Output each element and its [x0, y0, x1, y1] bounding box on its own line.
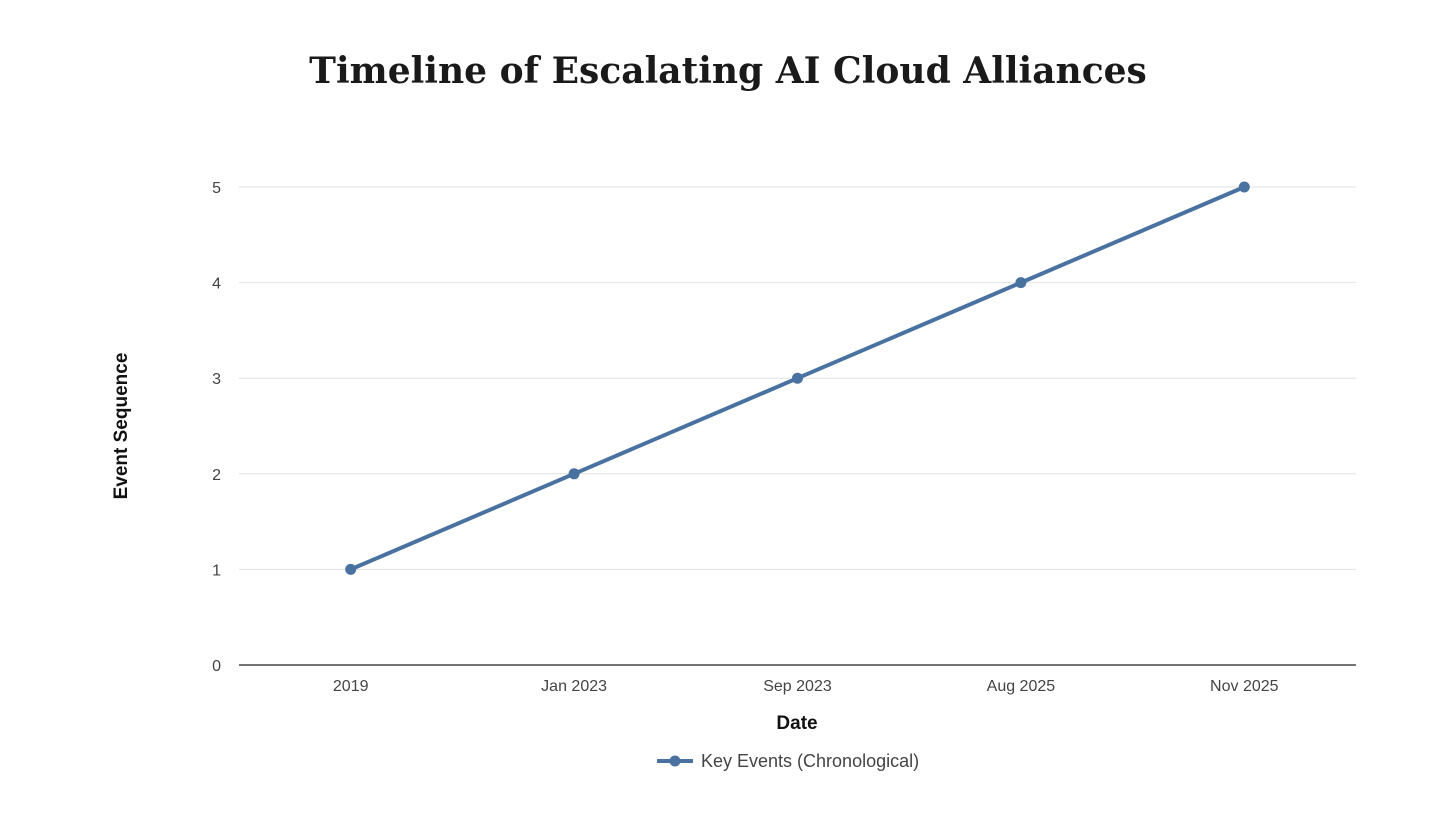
chart-title: Timeline of Escalating AI Cloud Alliance… [309, 50, 1147, 92]
y-axis-title: Event Sequence [111, 353, 132, 500]
y-tick-label: 3 [212, 371, 221, 388]
x-axis-ticks: 2019 Jan 2023 Sep 2023 Aug 2025 Nov 2025 [333, 678, 1279, 695]
legend-swatch-marker [669, 755, 681, 767]
data-point[interactable] [792, 372, 803, 384]
x-tick-label: 2019 [333, 678, 369, 695]
y-tick-label: 5 [212, 180, 221, 197]
y-tick-label: 1 [212, 562, 221, 579]
data-point[interactable] [1238, 181, 1250, 193]
x-tick-label: Jan 2023 [541, 678, 607, 695]
y-tick-label: 0 [212, 658, 221, 675]
legend-label: Key Events (Chronological) [701, 751, 919, 771]
x-tick-label: Nov 2025 [1210, 678, 1279, 695]
x-axis-title: Date [776, 713, 817, 734]
data-point[interactable] [1015, 277, 1027, 289]
series-layer [345, 181, 1250, 575]
y-tick-label: 4 [212, 276, 221, 293]
x-tick-label: Aug 2025 [987, 678, 1056, 695]
x-tick-label: Sep 2023 [763, 678, 832, 695]
data-point[interactable] [345, 563, 357, 575]
legend[interactable]: Key Events (Chronological) [657, 751, 919, 771]
y-axis-ticks: 0 1 2 3 4 5 [212, 180, 221, 675]
data-point[interactable] [568, 468, 580, 480]
y-tick-label: 2 [212, 467, 221, 484]
